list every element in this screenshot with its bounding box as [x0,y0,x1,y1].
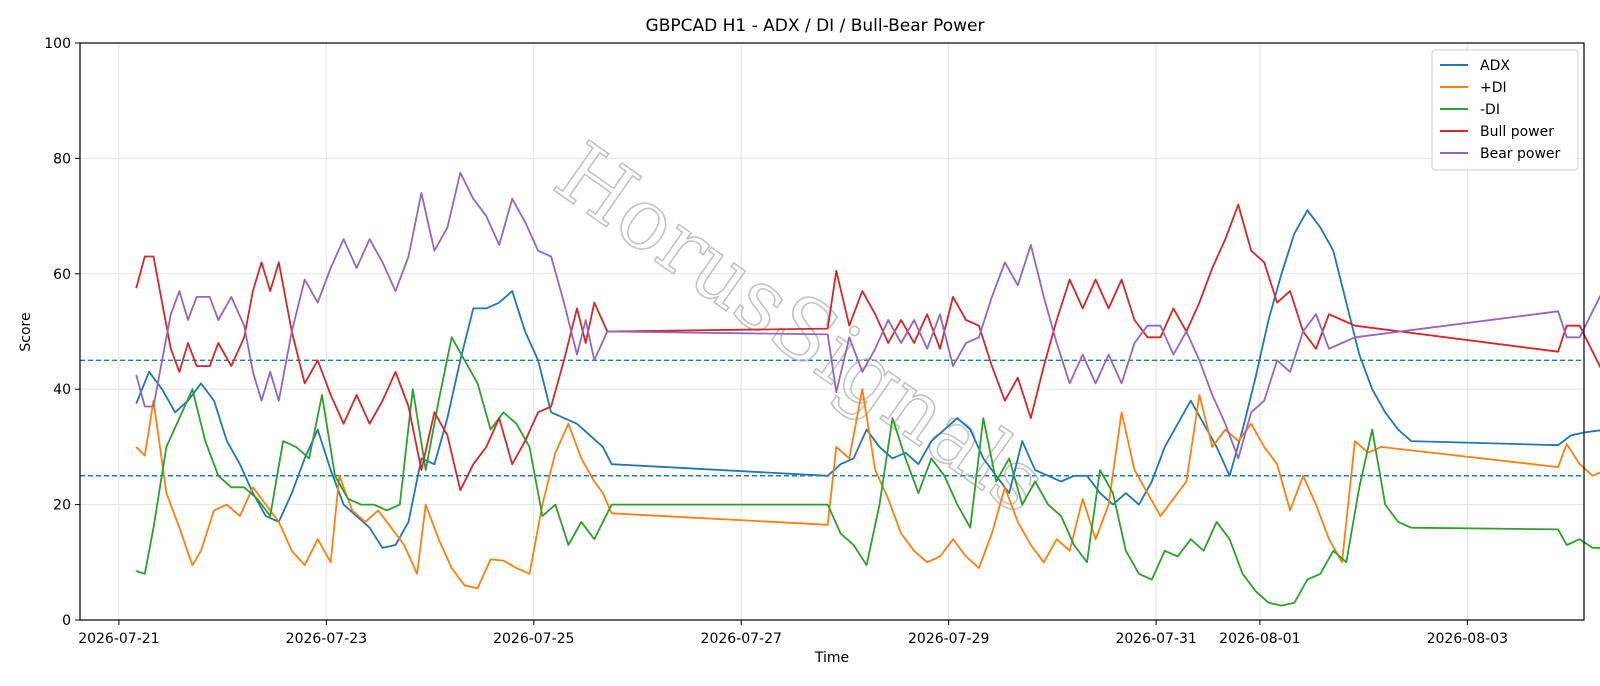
y-tick-label: 20 [53,498,71,514]
x-tick-label: 2026-08-03 [1427,631,1508,647]
x-tick-label: 2026-07-27 [701,631,782,647]
x-axis: 2026-07-21 2026-07-23 2026-07-25 2026-07-27… [78,620,1508,647]
series-layer [135,171,1600,607]
legend: ADX +DI -DI Bull power Bear power [1431,49,1579,171]
y-tick-label: 100 [44,36,71,52]
y-axis: 0 20 40 60 80 100 [44,36,80,629]
series-line-di [135,336,1600,607]
series-line-adx [135,209,1600,549]
y-axis-title: Score [18,312,34,351]
series-line-bear-power [135,171,1600,460]
x-tick-label: 2026-07-21 [78,631,159,647]
x-tick-label: 2026-08-01 [1219,631,1300,647]
chart-title: GBPCAD H1 - ADX / DI / Bull-Bear Power [646,16,985,36]
x-axis-title: Time [814,650,849,666]
legend-box [1431,49,1579,171]
x-tick-label: 2026-07-29 [908,631,989,647]
y-tick-label: 0 [62,613,71,629]
y-tick-label: 60 [53,267,71,283]
legend-label: Bull power [1480,124,1554,140]
x-tick-label: 2026-07-25 [493,631,574,647]
y-tick-label: 80 [53,151,71,167]
legend-label: ADX [1480,58,1510,74]
x-tick-label: 2026-07-31 [1115,631,1196,647]
legend-label: +DI [1480,80,1507,96]
y-tick-label: 40 [53,382,71,398]
legend-label: Bear power [1480,146,1561,162]
x-tick-label: 2026-07-23 [286,631,367,647]
legend-label: -DI [1480,102,1500,118]
series-line-bull-power [135,203,1600,492]
plot-frame [79,42,1585,621]
